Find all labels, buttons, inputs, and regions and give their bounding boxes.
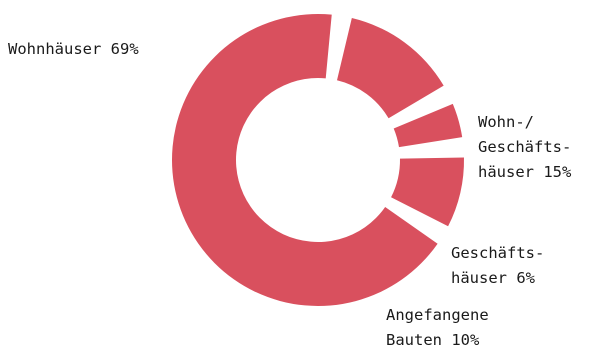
slice-geschaeftshaeuser — [393, 103, 463, 148]
slice-wohn-geschaeftshaeuser — [337, 17, 444, 119]
slice-wohnhaeuser — [172, 14, 438, 307]
slice-angefangene-bauten — [391, 157, 465, 227]
donut-slices — [172, 14, 465, 307]
slice-labels: Wohnhäuser 69% Wohn-/ Geschäfts- häuser … — [8, 40, 581, 349]
slice-label-wohnhaeuser: Wohnhäuser 69% — [8, 40, 139, 58]
slice-label-wohn-geschaeftshaeuser: Wohn-/ Geschäfts- häuser 15% — [478, 113, 581, 181]
slice-label-geschaeftshaeuser: Geschäfts- häuser 6% — [451, 244, 554, 287]
slice-label-angefangene-bauten: Angefangene Bauten 10% — [386, 306, 498, 349]
